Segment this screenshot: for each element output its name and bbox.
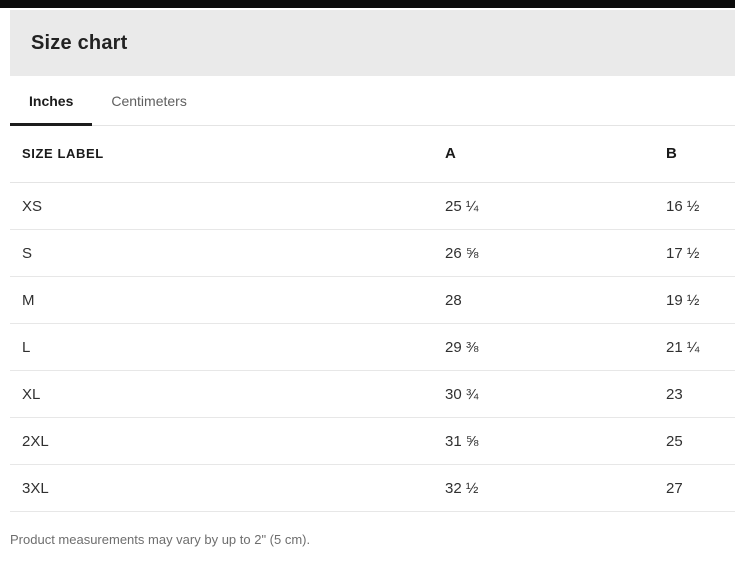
table-row: 2XL 31 ⅝ 25 [10, 418, 735, 465]
unit-tabs: Inches Centimeters [10, 76, 735, 126]
table-row: M 28 19 ½ [10, 277, 735, 324]
size-table: SIZE LABEL A B XS 25 ¼ 16 ½ S 26 ⅝ 17 ½ M 28 19 … [10, 125, 735, 512]
measurement-b-cell: 21 ¼ [666, 338, 700, 356]
table-header-row: SIZE LABEL A B [10, 125, 735, 183]
measurement-b-cell: 23 [666, 385, 683, 403]
measurement-b-cell: 19 ½ [666, 291, 700, 309]
size-cell: 3XL [22, 479, 49, 497]
overlay-top-bar [0, 0, 735, 8]
column-header-a: A [445, 145, 456, 162]
measurement-a-cell: 28 [445, 291, 462, 309]
table-row: S 26 ⅝ 17 ½ [10, 230, 735, 277]
measurement-a-cell: 30 ¾ [445, 385, 479, 403]
measurement-a-cell: 31 ⅝ [445, 432, 479, 450]
modal-header: Size chart [10, 10, 735, 76]
table-body: XS 25 ¼ 16 ½ S 26 ⅝ 17 ½ M 28 19 ½ L 29 ⅜ 21 ¼ XL 30 … [10, 183, 735, 512]
column-header-b: B [666, 145, 677, 162]
footer-note: Product measurements may vary by up to 2… [10, 532, 311, 547]
size-cell: L [22, 338, 31, 356]
table-row: XS 25 ¼ 16 ½ [10, 183, 735, 230]
measurement-a-cell: 32 ½ [445, 479, 479, 497]
size-cell: XS [22, 197, 43, 215]
tab-inches-label: Inches [29, 92, 74, 109]
tab-centimeters[interactable]: Centimeters [92, 76, 205, 125]
measurement-a-cell: 26 ⅝ [445, 244, 479, 262]
measurement-b-cell: 27 [666, 479, 683, 497]
table-row: L 29 ⅜ 21 ¼ [10, 324, 735, 371]
size-cell: S [22, 244, 33, 262]
measurement-a-cell: 25 ¼ [445, 197, 479, 215]
size-cell: M [22, 291, 35, 309]
measurement-b-cell: 17 ½ [666, 244, 700, 262]
measurement-a-cell: 29 ⅜ [445, 338, 479, 356]
measurement-b-cell: 16 ½ [666, 197, 700, 215]
size-cell: 2XL [22, 432, 49, 450]
measurement-b-cell: 25 [666, 432, 683, 450]
tab-inches[interactable]: Inches [10, 76, 93, 126]
page-title: Size chart [31, 31, 128, 54]
column-header-size-label: SIZE LABEL [22, 146, 104, 161]
table-row: 3XL 32 ½ 27 [10, 465, 735, 512]
table-row: XL 30 ¾ 23 [10, 371, 735, 418]
tab-centimeters-label: Centimeters [111, 92, 187, 109]
size-cell: XL [22, 385, 41, 403]
